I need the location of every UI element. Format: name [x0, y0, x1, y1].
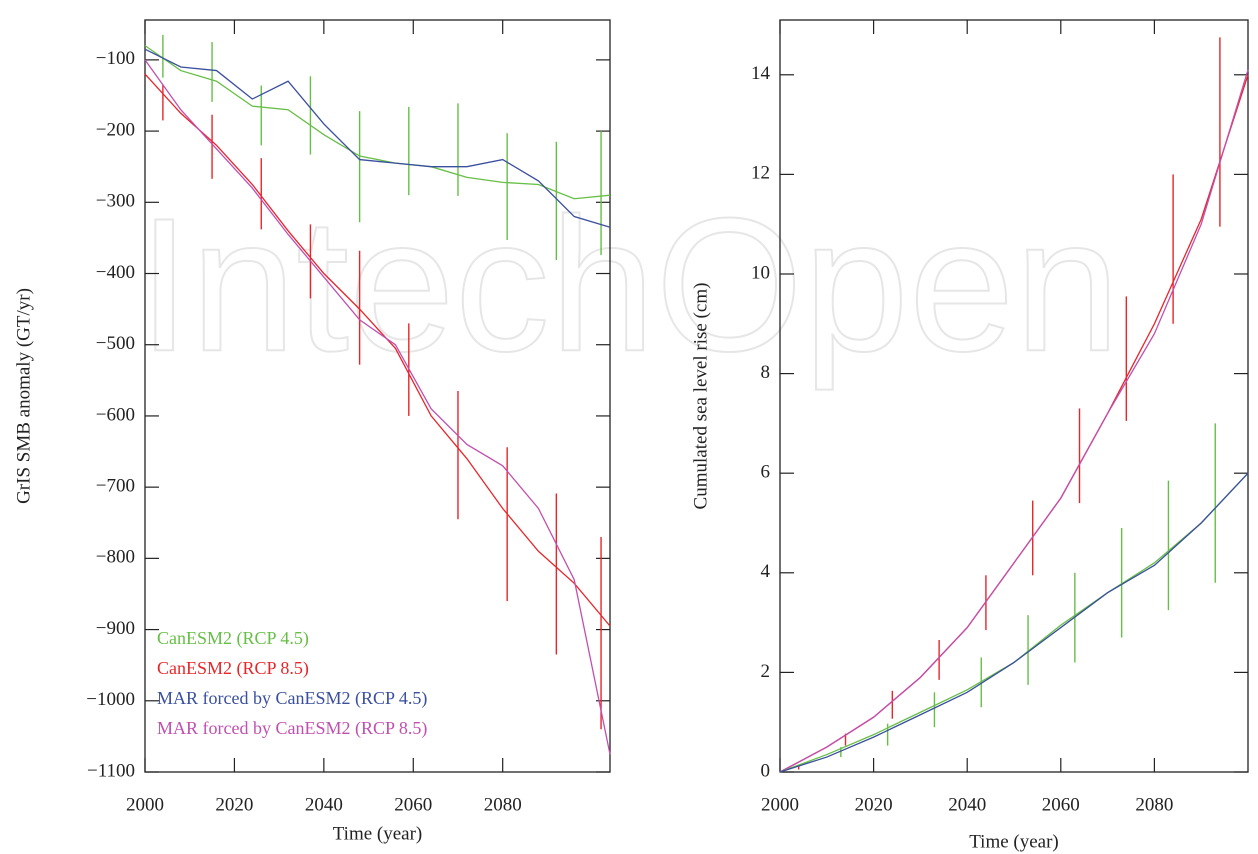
- watermark: IntechOpen: [138, 179, 1120, 391]
- y-tick-label: −800: [96, 547, 135, 568]
- plot-frame: [144, 19, 611, 773]
- x-axis-label: Time (year): [333, 823, 423, 844]
- legend-entry: CanESM2 (RCP 8.5): [157, 658, 309, 679]
- panel: −1100 −1000 −900 −800 −700 −600 −500 −400 −300 −2…: [13, 19, 611, 844]
- x-tick-label: 2060: [394, 794, 432, 815]
- y-tick-label: 6: [761, 462, 771, 483]
- y-tick-label: −200: [96, 119, 135, 140]
- series-line: [144, 48, 611, 228]
- x-tick-label: 2020: [215, 794, 253, 815]
- y-tick-label: 8: [761, 362, 771, 383]
- legend-entry: MAR forced by CanESM2 (RCP 4.5): [157, 688, 427, 709]
- x-tick-label: 2040: [305, 794, 343, 815]
- y-tick-label: 2: [761, 661, 771, 682]
- x-tick-label: 2020: [855, 794, 893, 815]
- y-tick-label: −100: [96, 48, 135, 69]
- x-axis-label: Time (year): [969, 831, 1059, 852]
- y-tick-label: −500: [96, 333, 135, 354]
- y-axis-label: GrIS SMB anomaly (GT/yr): [13, 288, 34, 504]
- y-tick-label: −900: [96, 618, 135, 639]
- series-line: [779, 472, 1249, 773]
- y-tick-label: 10: [751, 262, 770, 283]
- plot-frame: [779, 19, 1249, 773]
- y-tick-label: 4: [761, 561, 771, 582]
- y-tick-label: −300: [96, 191, 135, 212]
- y-tick-label: −1000: [86, 689, 135, 710]
- y-tick-label: −1100: [87, 760, 135, 781]
- y-tick-label: 0: [761, 760, 771, 781]
- x-tick-label: 2080: [1135, 794, 1173, 815]
- y-axis-label: Cumulated sea level rise (cm): [690, 283, 711, 510]
- y-tick-label: −600: [96, 404, 135, 425]
- x-tick-label: 2000: [761, 794, 799, 815]
- y-tick-label: 14: [751, 63, 771, 84]
- y-tick-label: 12: [751, 163, 770, 184]
- series-line: [144, 59, 611, 755]
- series-line: [779, 69, 1249, 773]
- x-tick-label: 2040: [948, 794, 986, 815]
- series-line: [144, 45, 611, 200]
- x-tick-label: 2080: [484, 794, 522, 815]
- series-line: [779, 472, 1249, 773]
- legend-entry: MAR forced by CanESM2 (RCP 8.5): [157, 718, 427, 739]
- panel: 0 2 4 6 8 10 12 14 2000 2020 2040 2060 2080 Time (yea…: [690, 19, 1249, 852]
- x-tick-label: 2060: [1042, 794, 1080, 815]
- x-tick-label: 2000: [126, 794, 164, 815]
- y-tick-label: −400: [96, 262, 135, 283]
- y-tick-label: −700: [96, 476, 135, 497]
- series-line: [144, 73, 611, 627]
- legend-entry: CanESM2 (RCP 4.5): [157, 628, 309, 649]
